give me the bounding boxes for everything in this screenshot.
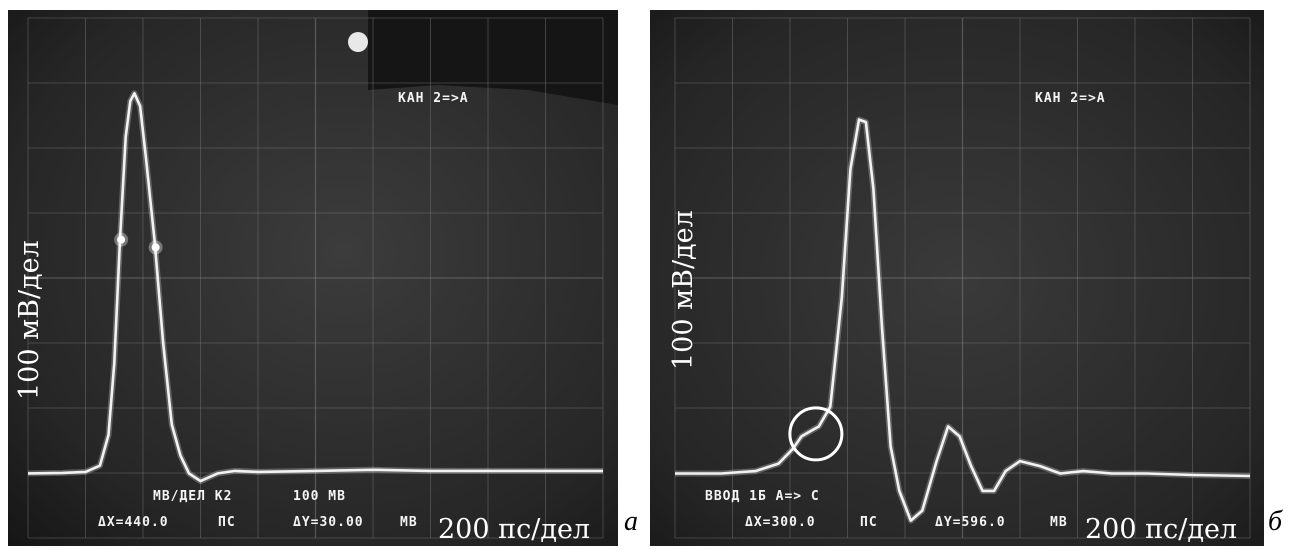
glare-spot <box>348 32 368 52</box>
delta-x-readout: ΔX=300.0 <box>745 515 816 530</box>
trace <box>675 116 1251 524</box>
readout-input: ВВОД 1Б А=> С <box>705 489 820 504</box>
grid <box>674 17 1251 539</box>
y-axis-unit-label: 100 мВ/дел <box>668 210 699 370</box>
y-axis-unit-label: 100 мВ/дел <box>14 240 45 400</box>
channel-label: КАН 2=>А <box>398 91 469 106</box>
readout-scale-value: 100 МВ <box>293 489 346 504</box>
delta-y-readout: ΔY=30.00 <box>293 515 364 530</box>
oscillogram-screen-b: КАН 2=>А ВВОД 1Б А=> С ΔX=300.0 ПС ΔY=59… <box>650 10 1264 546</box>
oscillogram-screen-a: КАН 2=>А МВ/ДЕЛ К2 100 МВ ΔX=440.0 ПС ΔY… <box>8 10 618 546</box>
delta-y-readout: ΔY=596.0 <box>935 515 1006 530</box>
delta-x-unit: ПС <box>860 515 878 530</box>
series-line <box>27 92 603 483</box>
cursor-marker <box>117 235 126 244</box>
delta-x-unit: ПС <box>218 515 236 530</box>
oscillogram-panel-b: КАН 2=>А ВВОД 1Б А=> С ΔX=300.0 ПС ΔY=59… <box>650 10 1264 546</box>
x-axis-unit-label: 200 пс/дел <box>438 514 590 545</box>
grid <box>27 17 604 539</box>
series-line <box>675 118 1251 522</box>
cursor-markers <box>114 232 163 255</box>
delta-y-unit: МВ <box>1050 515 1068 530</box>
delta-y-unit: МВ <box>400 515 418 530</box>
cursor-marker <box>151 243 160 252</box>
readout-scale: МВ/ДЕЛ К2 <box>153 489 232 504</box>
delta-x-readout: ΔX=440.0 <box>98 515 169 530</box>
panel-label-b: б <box>1268 506 1283 537</box>
panel-label-a: а <box>624 506 638 537</box>
trace <box>27 90 603 485</box>
oscillogram-panel-a: КАН 2=>А МВ/ДЕЛ К2 100 МВ ΔX=440.0 ПС ΔY… <box>8 10 618 546</box>
x-axis-unit-label: 200 пс/дел <box>1085 514 1237 545</box>
channel-label: КАН 2=>А <box>1035 91 1106 106</box>
highlight-circle <box>788 406 844 462</box>
